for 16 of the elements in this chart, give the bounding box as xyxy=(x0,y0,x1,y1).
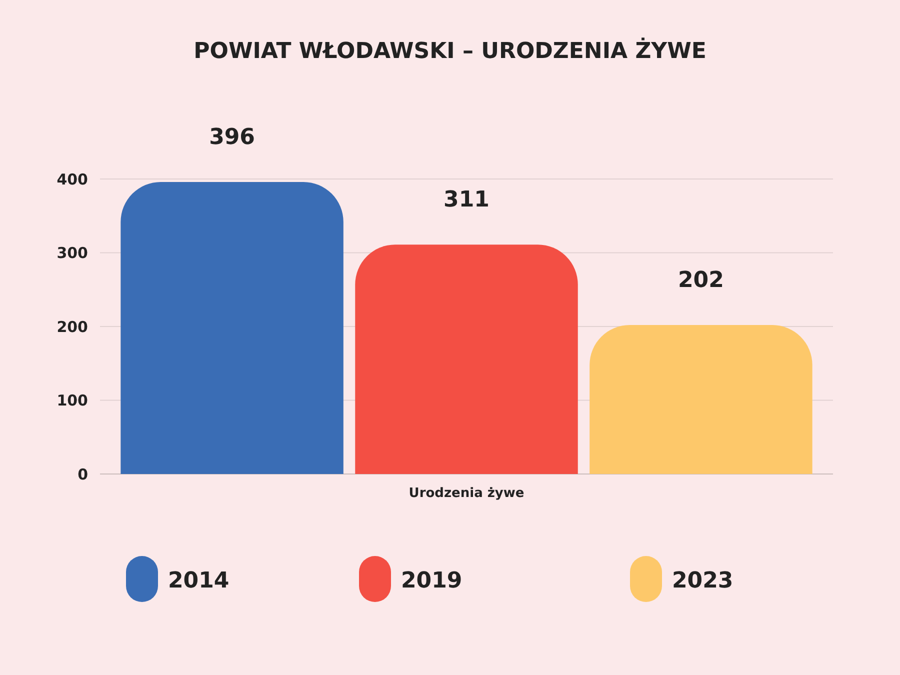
bar xyxy=(120,182,344,474)
data-label: 311 xyxy=(444,188,490,213)
data-label: 396 xyxy=(209,124,256,150)
legend-label: 2023 xyxy=(672,568,734,594)
bar xyxy=(590,325,812,474)
y-tick-label: 200 xyxy=(56,318,88,336)
chart-title: POWIAT WŁODAWSKI – URODZENIA ŻYWE xyxy=(194,37,706,64)
legend-label: 2014 xyxy=(168,568,230,594)
legend-label: 2019 xyxy=(401,568,462,594)
bar xyxy=(355,244,578,474)
y-tick-label: 0 xyxy=(78,465,88,484)
y-tick-label: 100 xyxy=(56,392,88,410)
data-label: 202 xyxy=(678,268,724,294)
y-tick-label: 300 xyxy=(56,244,88,262)
x-axis-title: Urodzenia żywe xyxy=(408,486,524,501)
y-tick-label: 400 xyxy=(56,170,88,188)
